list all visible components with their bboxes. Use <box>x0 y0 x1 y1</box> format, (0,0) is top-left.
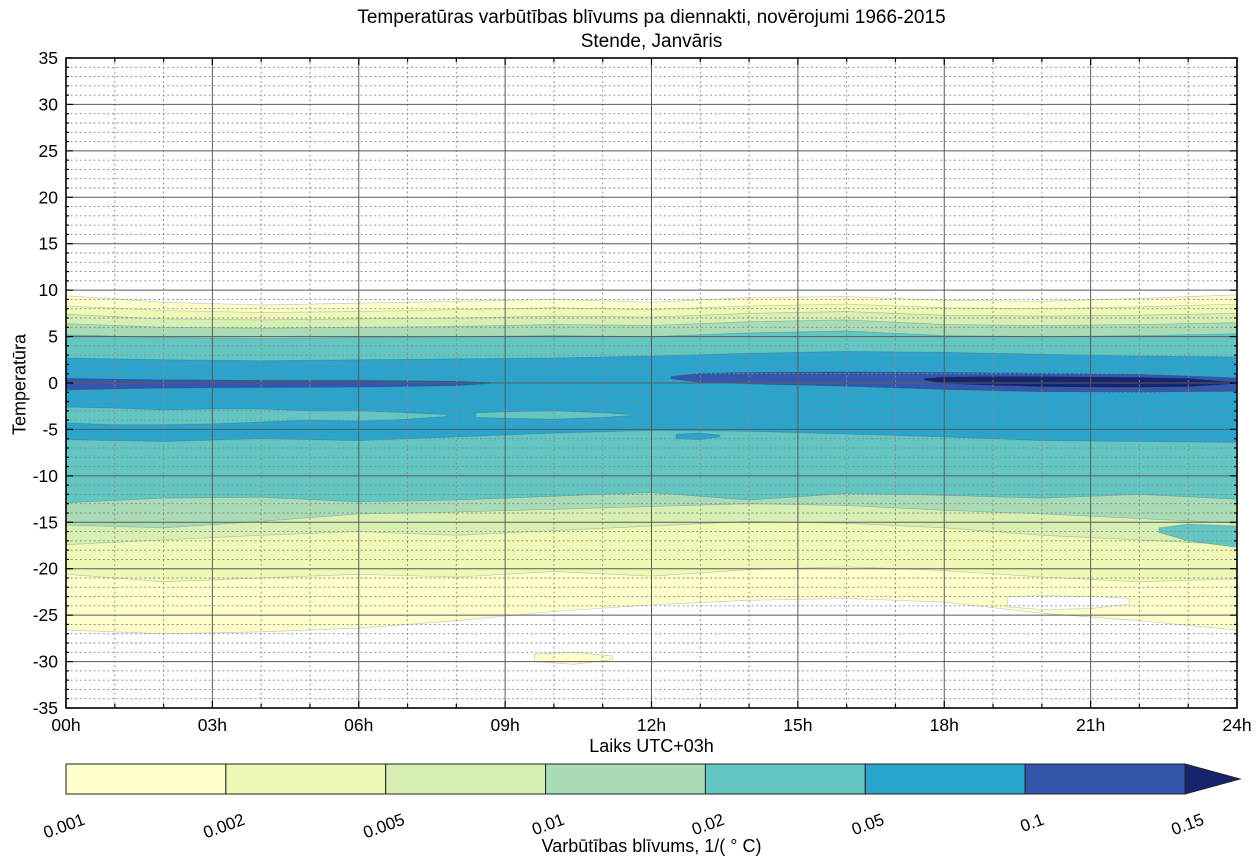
y-tick-label: -25 <box>33 605 58 625</box>
y-tick-label: -20 <box>33 559 59 579</box>
grid-lines <box>66 58 1237 708</box>
x-tick-label: 06h <box>344 715 373 735</box>
colorbar-tick-label: 0.05 <box>849 810 887 839</box>
y-tick-label: 5 <box>48 327 58 347</box>
colorbar-segment <box>704 763 866 795</box>
axes-frame <box>65 57 1238 709</box>
contour-band-0.15 <box>924 376 1233 388</box>
y-tick-label: -30 <box>33 652 59 672</box>
x-tick-label: 15h <box>783 715 812 735</box>
y-tick-label: 15 <box>39 234 58 254</box>
y-tick-label: 30 <box>39 94 59 114</box>
x-tick-label: 03h <box>198 715 227 735</box>
x-tick-label: 18h <box>930 715 959 735</box>
colorbar-segment <box>1024 763 1186 795</box>
colorbar-segment <box>864 763 1026 795</box>
colorbar-segment <box>385 763 547 795</box>
colorbar-tick-label: 0.005 <box>361 810 407 842</box>
x-tick-label: 21h <box>1076 715 1105 735</box>
y-tick-label: 20 <box>39 187 59 207</box>
x-tick-label: 24h <box>1222 715 1251 735</box>
colorbar-tick-label: 0.01 <box>529 810 567 839</box>
colorbar-label: Varbūtības blīvums, 1/( ° C) <box>541 836 762 856</box>
y-tick-label: -35 <box>33 698 58 718</box>
colorbar-segment <box>65 763 227 795</box>
colorbar-arrow <box>1184 763 1242 795</box>
contour-island-0.05 <box>675 432 721 440</box>
colorbar-segment <box>545 763 706 795</box>
colorbar-tick-label: 0.1 <box>1018 810 1047 836</box>
y-tick-label: 0 <box>48 373 58 393</box>
colorbar-tick-label: 0.001 <box>41 810 87 842</box>
contour-island-0.02 <box>475 410 633 420</box>
chart-title-line2: Stende, Janvāris <box>580 31 723 52</box>
x-tick-label: 00h <box>51 715 80 735</box>
y-tick-label: 10 <box>39 280 59 300</box>
y-tick-label: -5 <box>42 419 58 439</box>
x-tick-label: 12h <box>637 715 666 735</box>
y-tick-label: -15 <box>33 512 58 532</box>
colorbar: 0.001 0.002 0.005 0.01 0.02 0.05 0.1 0.15 <box>41 763 1242 842</box>
y-tick-label: 35 <box>39 48 58 68</box>
x-tick-label: 09h <box>491 715 520 735</box>
colorbar-tick-label: 0.15 <box>1169 810 1207 839</box>
colorbar-segment <box>225 763 387 795</box>
y-tick-label: -10 <box>33 466 59 486</box>
chart-title-line1: Temperatūras varbūtības blīvums pa dienn… <box>357 7 946 28</box>
y-tick-label: 25 <box>39 141 58 161</box>
x-axis-label: Laiks UTC+03h <box>589 736 714 756</box>
colorbar-tick-label: 0.02 <box>689 810 727 839</box>
colorbar-tick-label: 0.002 <box>201 810 247 842</box>
